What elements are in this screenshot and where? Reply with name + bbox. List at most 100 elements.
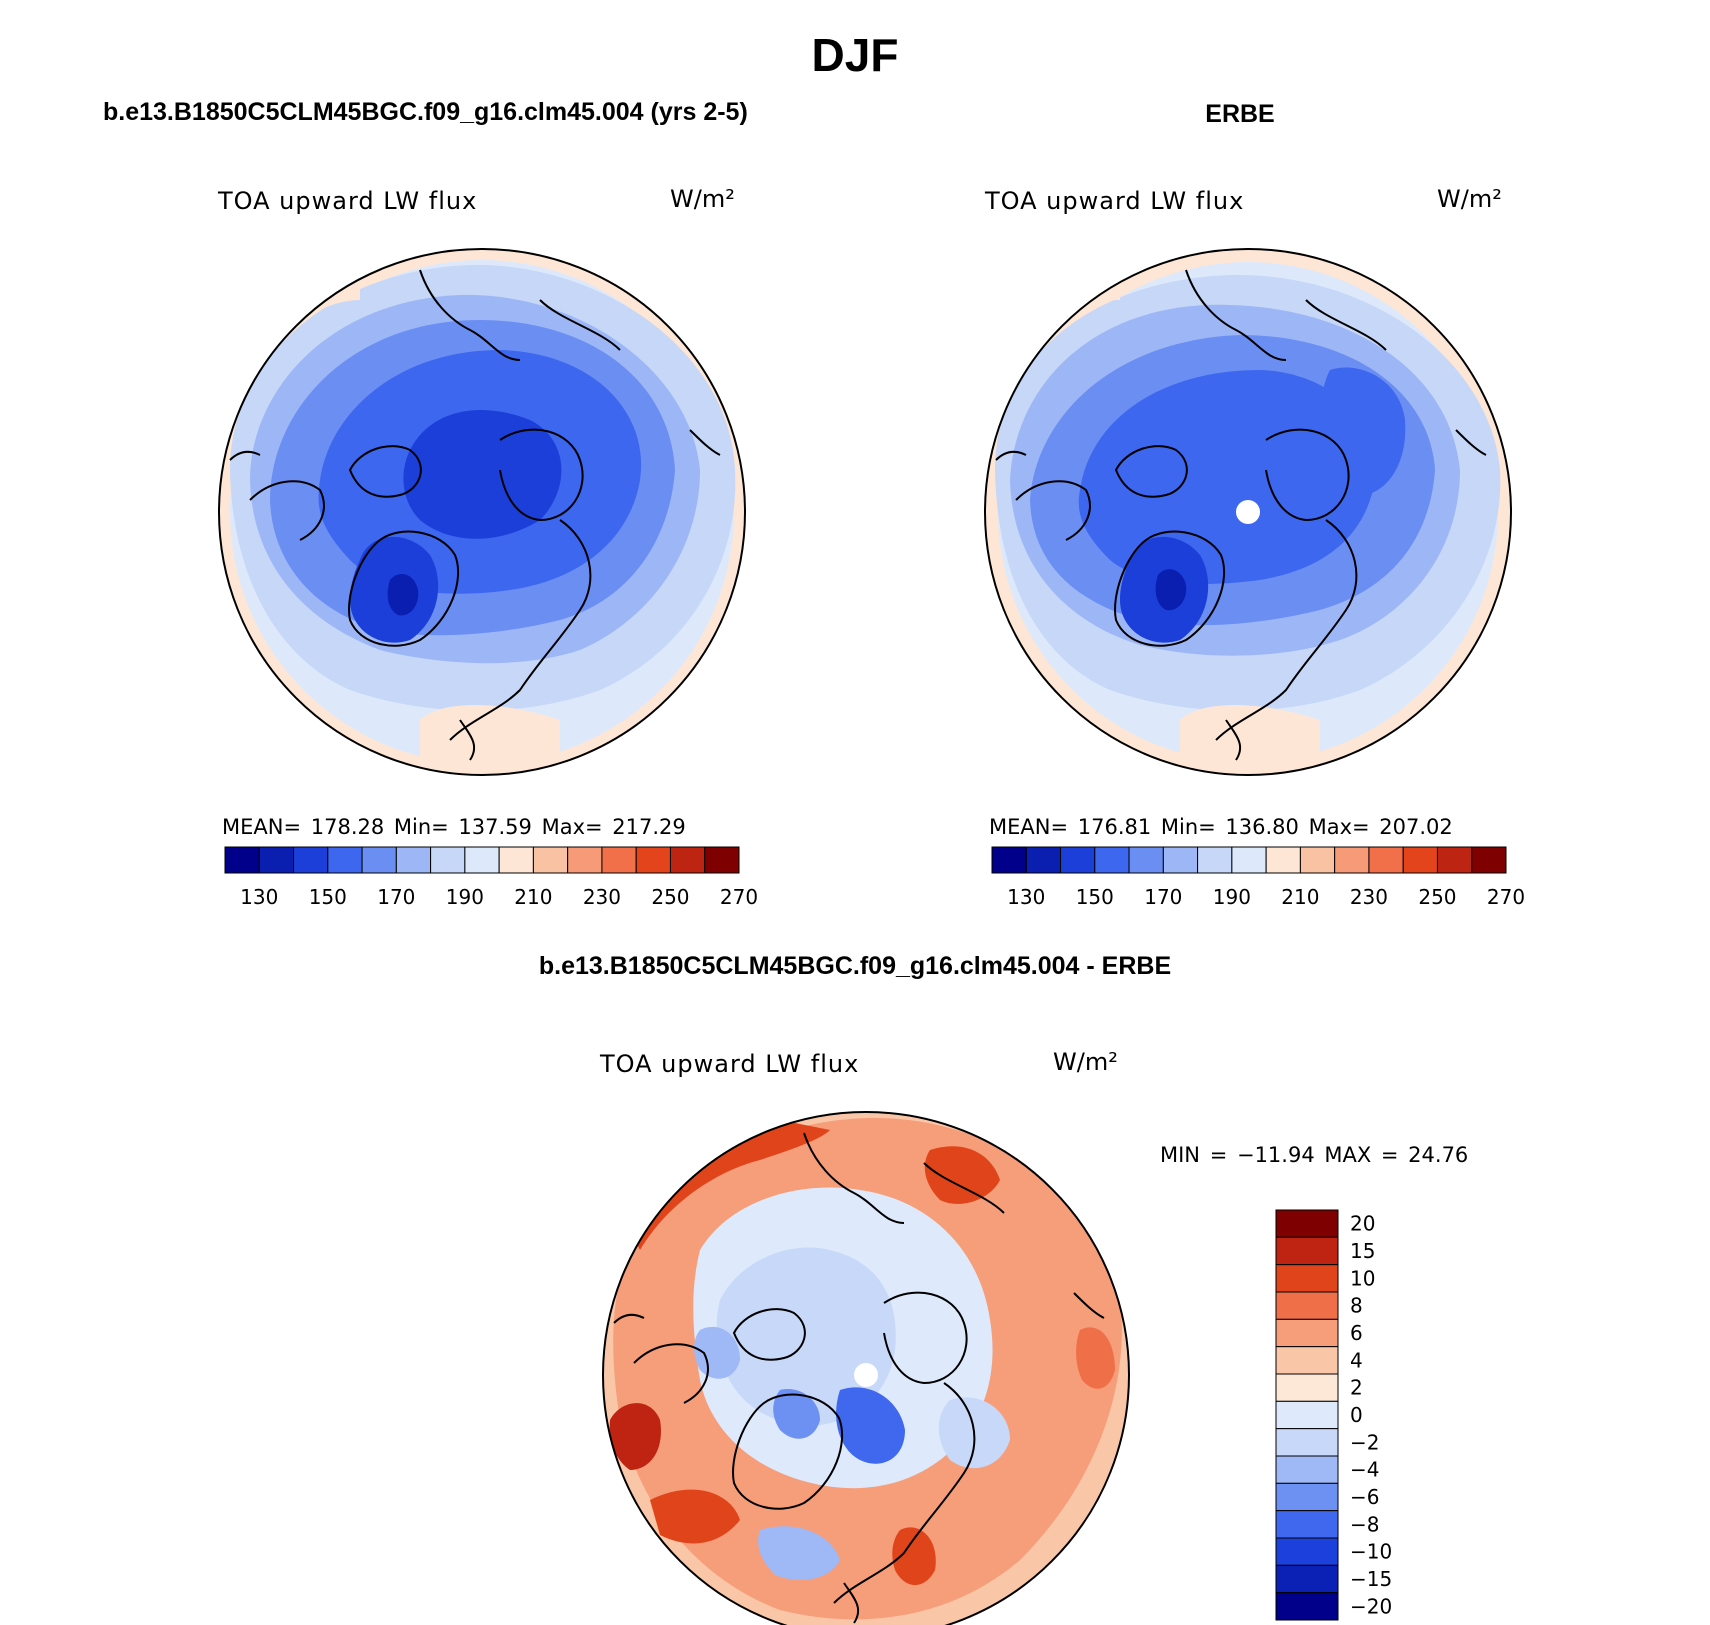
colorbar-swatch	[601, 846, 637, 874]
colorbar-tick-label: −15	[1350, 1567, 1392, 1591]
colorbar-tick-label: 170	[1144, 885, 1182, 909]
colorbar-swatch	[1275, 1592, 1339, 1621]
panel-title-diff: b.e13.B1850C5CLM45BGC.f09_g16.clm45.004 …	[538, 952, 1172, 980]
colorbar-swatch	[567, 846, 603, 874]
colorbar-swatch	[1265, 846, 1301, 874]
colorbar-tick-label: 250	[1418, 885, 1456, 909]
colorbar-swatch	[498, 846, 534, 874]
polar-map-obs	[985, 249, 1511, 775]
colorbar-swatch	[635, 846, 671, 874]
stats-diff: MIN = −11.94 MAX = 24.76	[1160, 1143, 1469, 1167]
colorbar-swatch	[361, 846, 397, 874]
panel-title-model: b.e13.B1850C5CLM45BGC.f09_g16.clm45.004 …	[103, 98, 748, 126]
map-border-diff	[602, 1111, 1130, 1625]
colorbar-swatch	[327, 846, 363, 874]
variable-label-obs: TOA upward LW flux	[985, 187, 1245, 215]
colorbar-tick-label: −4	[1350, 1458, 1379, 1482]
colorbar-swatch	[258, 846, 295, 874]
panel-title-obs: ERBE	[1205, 100, 1275, 128]
colorbar-tick-label: 4	[1350, 1348, 1363, 1372]
map-border-model	[218, 248, 746, 776]
colorbar-tick-label: 6	[1350, 1321, 1363, 1345]
units-label-obs: W/m²	[1437, 185, 1502, 213]
colorbar-tick-label: 270	[720, 885, 758, 909]
colorbar-swatch	[532, 846, 569, 874]
colorbar-swatch	[1128, 846, 1164, 874]
map-border-obs	[984, 248, 1512, 776]
colorbar-swatch	[1275, 1318, 1339, 1348]
colorbar-swatch	[1275, 1537, 1339, 1566]
units-label-diff: W/m²	[1053, 1048, 1118, 1076]
colorbar-tick-label: 270	[1487, 885, 1525, 909]
colorbar-swatch	[1197, 846, 1233, 874]
colorbar-swatch	[1275, 1482, 1339, 1512]
colorbar-swatch	[395, 846, 432, 874]
colorbar-swatch	[1231, 846, 1267, 874]
colorbar-swatch	[464, 846, 500, 874]
colorbar-tick-label: −8	[1350, 1512, 1379, 1536]
units-label-model: W/m²	[670, 185, 735, 213]
colorbar-tick-label: 150	[1076, 885, 1114, 909]
colorbar-tick-label: 10	[1350, 1266, 1375, 1290]
colorbar-tick-label: 0	[1350, 1403, 1363, 1427]
colorbar-swatch	[1368, 846, 1404, 874]
colorbar-model: 130 150 170 190 210 230 250 270	[224, 846, 758, 909]
colorbar-swatch	[1299, 846, 1336, 874]
colorbar-tick-label: 20	[1350, 1212, 1375, 1236]
pole-mask-obs	[1236, 500, 1260, 524]
colorbar-tick-label: 8	[1350, 1294, 1363, 1318]
colorbar-swatch	[1275, 1400, 1339, 1430]
colorbar-tick-label: −6	[1350, 1485, 1379, 1509]
colorbar-swatch	[669, 846, 706, 874]
colorbar-swatch	[1162, 846, 1199, 874]
colorbar-swatch	[1275, 1510, 1339, 1539]
colorbar-swatch	[991, 846, 1027, 874]
stats-model: MEAN= 178.28 Min= 137.59 Max= 217.29	[222, 815, 686, 839]
colorbar-swatch	[1471, 846, 1507, 874]
colorbar-tick-label: 15	[1350, 1239, 1375, 1263]
colorbar-swatch	[1060, 846, 1096, 874]
colorbar-tick-label: −2	[1350, 1430, 1379, 1454]
colorbar-swatch	[224, 846, 260, 874]
colorbar-tick-label: 150	[309, 885, 347, 909]
colorbar-tick-label: 190	[1213, 885, 1251, 909]
colorbar-swatch	[1275, 1236, 1339, 1266]
colorbar-swatch	[1436, 846, 1473, 874]
colorbar-tick-label: 130	[240, 885, 278, 909]
polar-map-model	[219, 249, 745, 775]
colorbar-tick-label: 230	[1350, 885, 1388, 909]
colorbar-tick-label: −10	[1350, 1540, 1392, 1564]
colorbar-swatch	[1094, 846, 1130, 874]
colorbar-obs: 130 150 170 190 210 230 250 270	[991, 846, 1525, 909]
colorbar-swatch	[1275, 1373, 1339, 1402]
colorbar-swatch	[1275, 1455, 1339, 1484]
colorbar-swatch	[293, 846, 329, 874]
pole-mask-diff	[854, 1363, 878, 1387]
colorbar-swatch	[1402, 846, 1438, 874]
stats-obs: MEAN= 176.81 Min= 136.80 Max= 207.02	[989, 815, 1453, 839]
colorbar-tick-label: 250	[651, 885, 689, 909]
colorbar-tick-label: 130	[1007, 885, 1045, 909]
colorbar-swatch	[1275, 1209, 1339, 1238]
colorbar-tick-label: 190	[446, 885, 484, 909]
colorbar-swatch	[1275, 1264, 1339, 1293]
colorbar-swatch	[1025, 846, 1062, 874]
colorbar-swatch	[1275, 1346, 1339, 1375]
variable-label-model: TOA upward LW flux	[218, 187, 478, 215]
colorbar-swatch	[1275, 1291, 1339, 1320]
colorbar-swatch	[1334, 846, 1370, 874]
figure-title: DJF	[811, 29, 899, 81]
colorbar-swatch	[1275, 1564, 1339, 1594]
colorbar-tick-label: 2	[1350, 1376, 1363, 1400]
colorbar-tick-label: 230	[583, 885, 621, 909]
colorbar-tick-label: 210	[514, 885, 552, 909]
colorbar-tick-label: 210	[1281, 885, 1319, 909]
colorbar-tick-label: −20	[1350, 1594, 1392, 1618]
polar-map-diff	[603, 1112, 1129, 1625]
colorbar-swatch	[430, 846, 466, 874]
variable-label-diff: TOA upward LW flux	[600, 1050, 860, 1078]
colorbar-swatch	[1275, 1428, 1339, 1457]
colorbar-tick-label: 170	[377, 885, 415, 909]
colorbar-swatch	[704, 846, 740, 874]
